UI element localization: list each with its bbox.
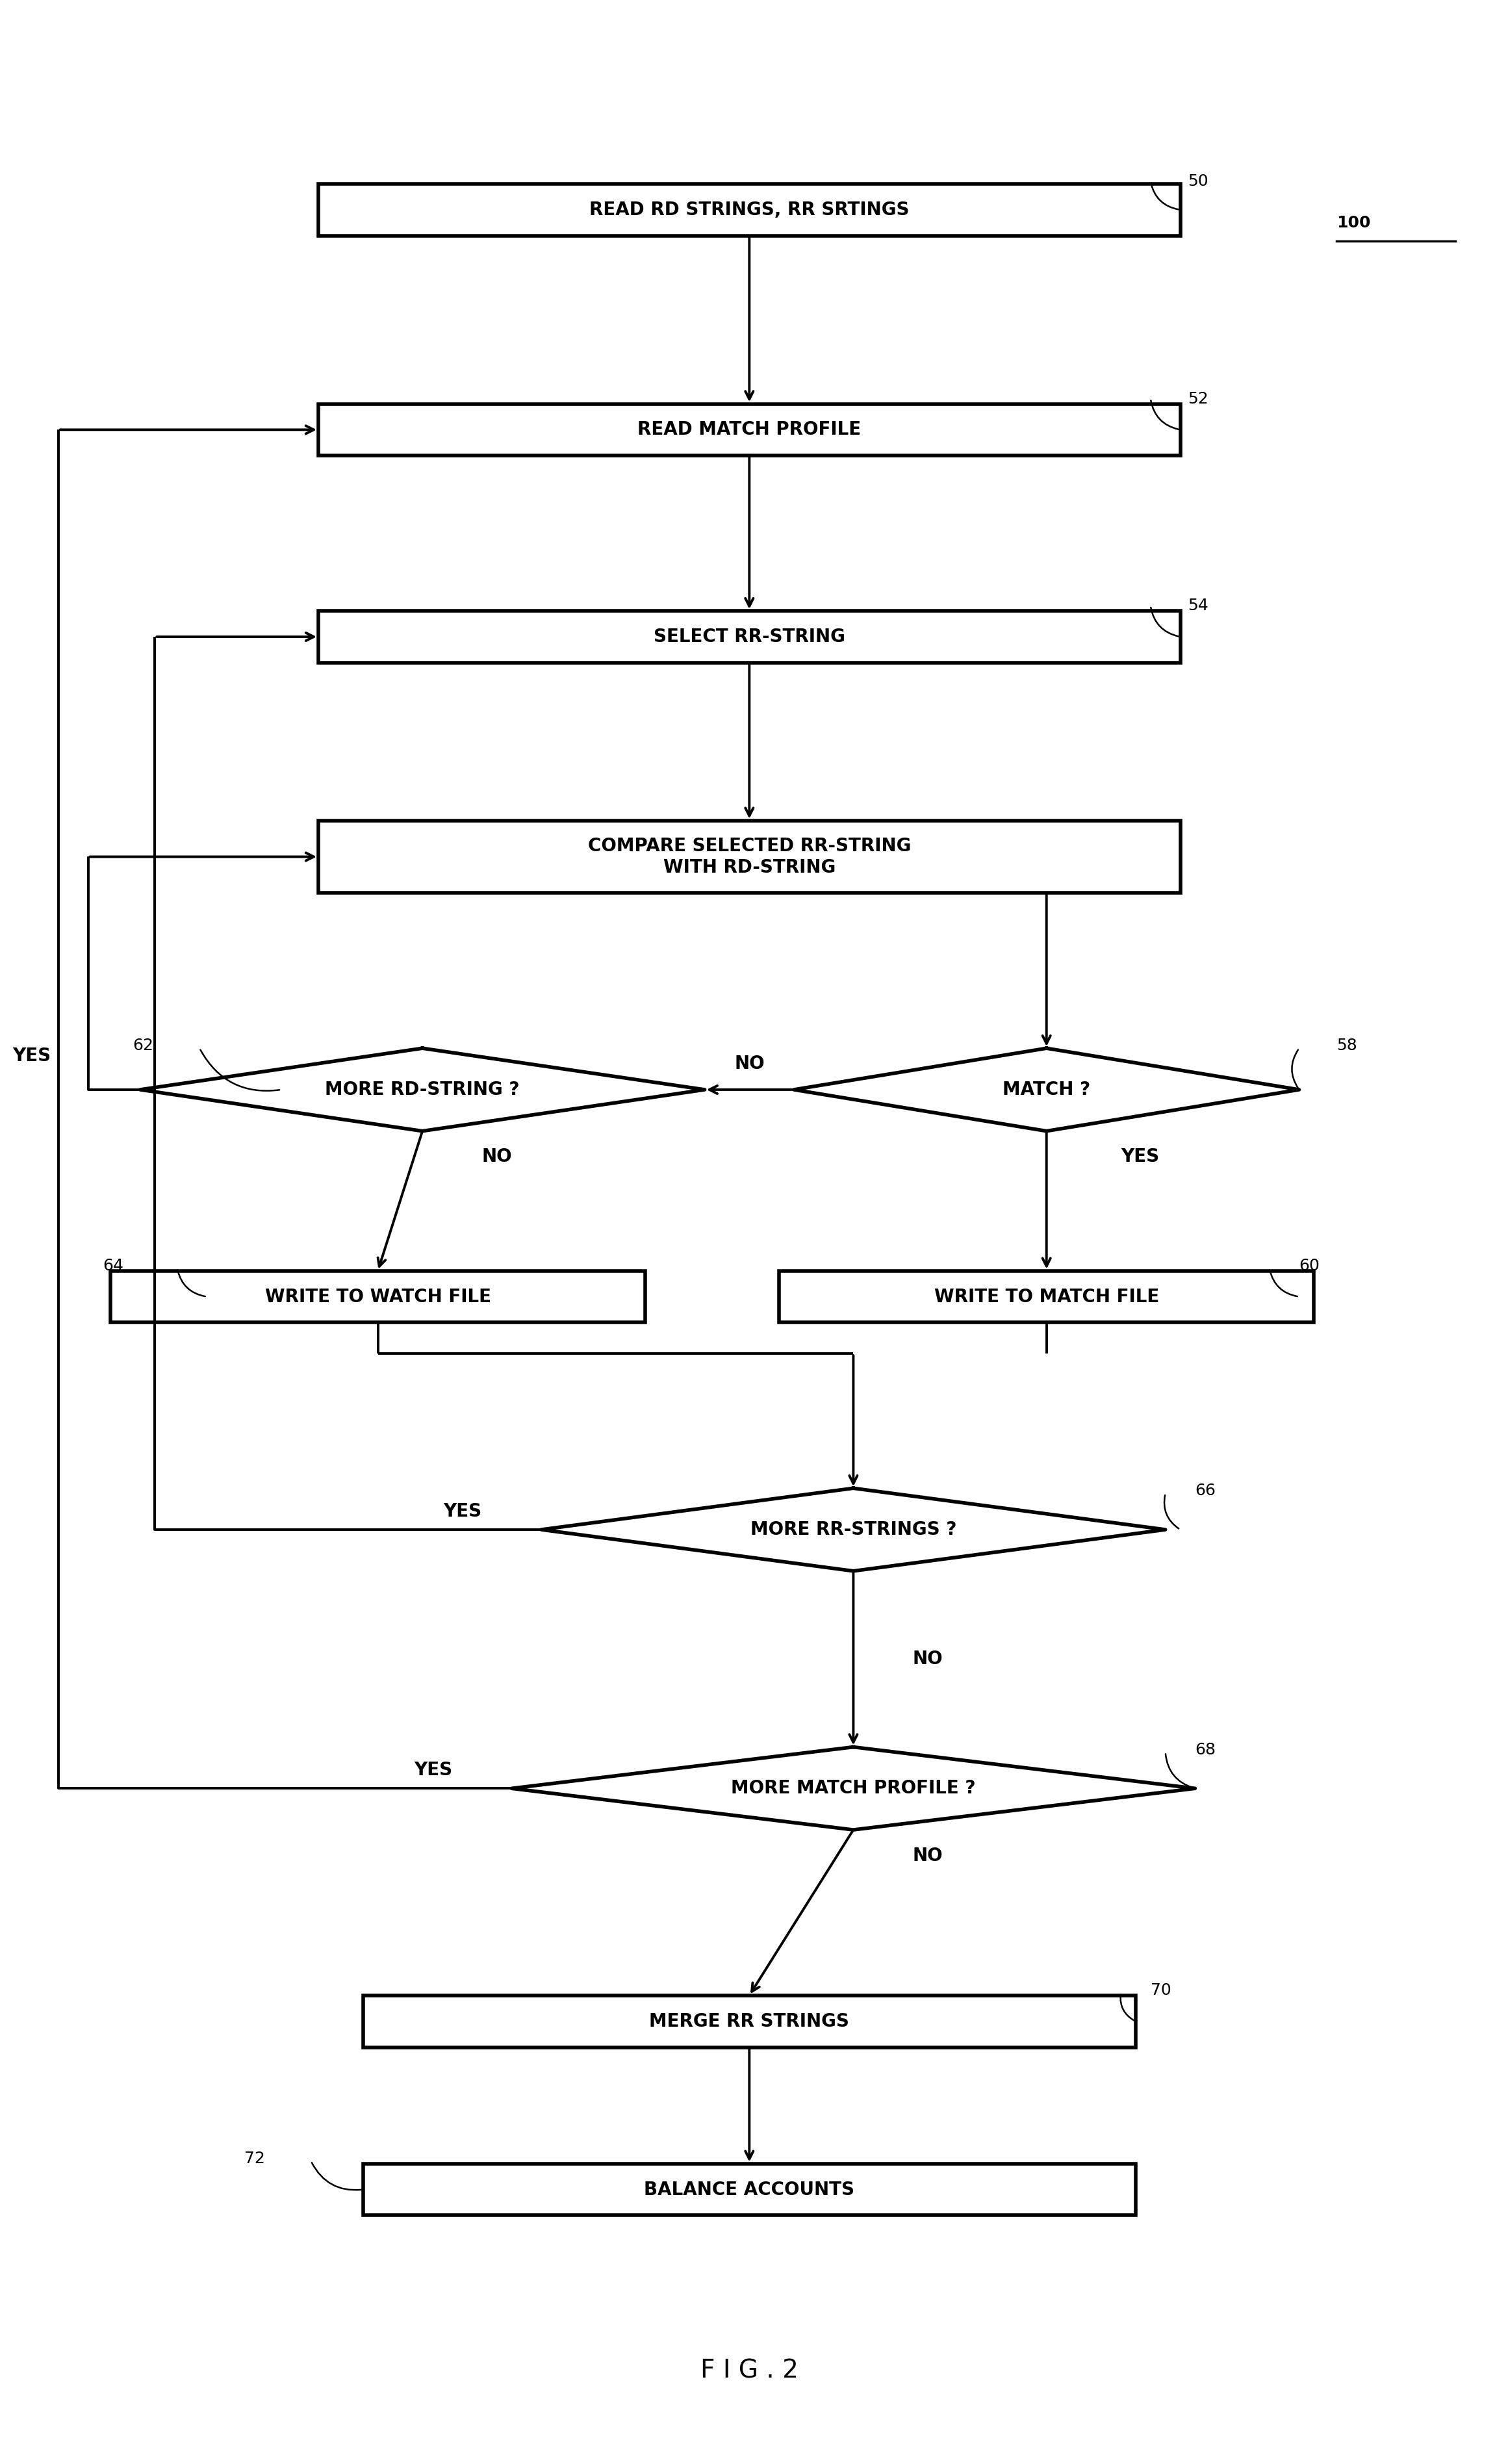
Text: WRITE TO MATCH FILE: WRITE TO MATCH FILE [934, 1289, 1159, 1306]
Text: 64: 64 [103, 1257, 124, 1274]
Text: 70: 70 [1151, 1984, 1171, 1998]
Polygon shape [511, 1747, 1195, 1831]
Text: MORE MATCH PROFILE ?: MORE MATCH PROFILE ? [731, 1779, 976, 1799]
FancyBboxPatch shape [318, 611, 1180, 663]
Text: BALANCE ACCOUNTS: BALANCE ACCOUNTS [644, 2181, 855, 2198]
Text: WRITE TO WATCH FILE: WRITE TO WATCH FILE [265, 1289, 490, 1306]
Text: MERGE RR STRINGS: MERGE RR STRINGS [649, 2013, 849, 2030]
Text: YES: YES [444, 1503, 481, 1520]
Text: READ MATCH PROFILE: READ MATCH PROFILE [637, 421, 861, 439]
Text: MATCH ?: MATCH ? [1003, 1082, 1090, 1099]
Text: 62: 62 [133, 1037, 154, 1055]
Text: YES: YES [1121, 1148, 1159, 1165]
FancyBboxPatch shape [111, 1271, 646, 1323]
Polygon shape [141, 1047, 704, 1131]
Text: NO: NO [734, 1055, 764, 1072]
Text: NO: NO [913, 1651, 943, 1668]
Text: F I G . 2: F I G . 2 [700, 2358, 798, 2383]
Text: 100: 100 [1337, 214, 1371, 232]
Text: COMPARE SELECTED RR-STRING
WITH RD-STRING: COMPARE SELECTED RR-STRING WITH RD-STRIN… [588, 838, 910, 877]
FancyBboxPatch shape [363, 1996, 1136, 2048]
FancyBboxPatch shape [779, 1271, 1314, 1323]
Text: 52: 52 [1187, 392, 1208, 407]
Text: YES: YES [414, 1762, 451, 1779]
Text: 66: 66 [1195, 1483, 1215, 1498]
Text: 54: 54 [1187, 599, 1208, 614]
FancyBboxPatch shape [363, 2163, 1136, 2215]
FancyBboxPatch shape [318, 821, 1180, 892]
FancyBboxPatch shape [318, 185, 1180, 237]
Text: NO: NO [481, 1148, 513, 1165]
Polygon shape [541, 1488, 1166, 1572]
Text: 58: 58 [1337, 1037, 1357, 1055]
Text: 68: 68 [1195, 1742, 1215, 1757]
Text: MORE RD-STRING ?: MORE RD-STRING ? [324, 1082, 520, 1099]
Polygon shape [794, 1047, 1299, 1131]
Text: SELECT RR-STRING: SELECT RR-STRING [653, 628, 845, 646]
Text: READ RD STRINGS, RR SRTINGS: READ RD STRINGS, RR SRTINGS [589, 200, 909, 219]
Text: YES: YES [12, 1047, 51, 1064]
Text: NO: NO [913, 1846, 943, 1865]
FancyBboxPatch shape [318, 404, 1180, 456]
Text: MORE RR-STRINGS ?: MORE RR-STRINGS ? [750, 1520, 957, 1538]
Text: 60: 60 [1299, 1257, 1320, 1274]
Text: 50: 50 [1187, 172, 1208, 190]
Text: 72: 72 [244, 2151, 265, 2166]
